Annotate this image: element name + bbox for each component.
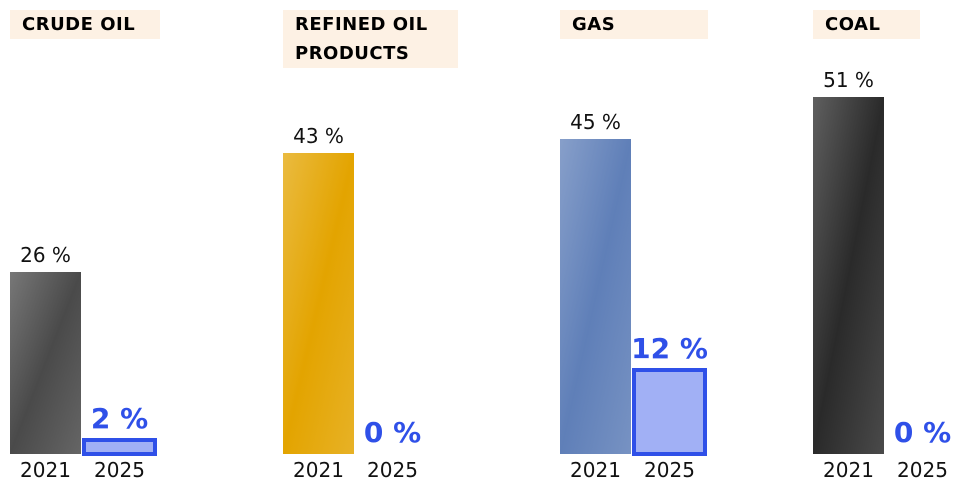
value-label: 26 % bbox=[20, 243, 71, 267]
x-tick-label: 2021 bbox=[20, 458, 71, 481]
bar bbox=[10, 272, 81, 454]
value-label: 45 % bbox=[570, 110, 621, 134]
x-tick-label: 2021 bbox=[570, 458, 621, 481]
value-label: 2 % bbox=[91, 402, 148, 435]
x-tick-label: 2021 bbox=[823, 458, 874, 481]
value-label: 0 % bbox=[894, 416, 951, 449]
bar-highlight bbox=[82, 438, 157, 456]
bar bbox=[283, 153, 354, 454]
value-label: 12 % bbox=[631, 332, 708, 365]
panel-title: REFINED OIL PRODUCTS bbox=[283, 10, 458, 68]
panel-title: CRUDE OIL bbox=[10, 10, 160, 39]
value-label: 0 % bbox=[364, 416, 421, 449]
x-tick-label: 2025 bbox=[94, 458, 145, 481]
panel-title: GAS bbox=[560, 10, 708, 39]
x-tick-label: 2025 bbox=[644, 458, 695, 481]
value-label: 43 % bbox=[293, 124, 344, 148]
bar-highlight bbox=[632, 368, 707, 456]
bar bbox=[560, 139, 631, 454]
value-label: 51 % bbox=[823, 68, 874, 92]
x-tick-label: 2025 bbox=[897, 458, 948, 481]
bar bbox=[813, 97, 884, 454]
x-tick-label: 2021 bbox=[293, 458, 344, 481]
x-tick-label: 2025 bbox=[367, 458, 418, 481]
panel-title: COAL bbox=[813, 10, 920, 39]
